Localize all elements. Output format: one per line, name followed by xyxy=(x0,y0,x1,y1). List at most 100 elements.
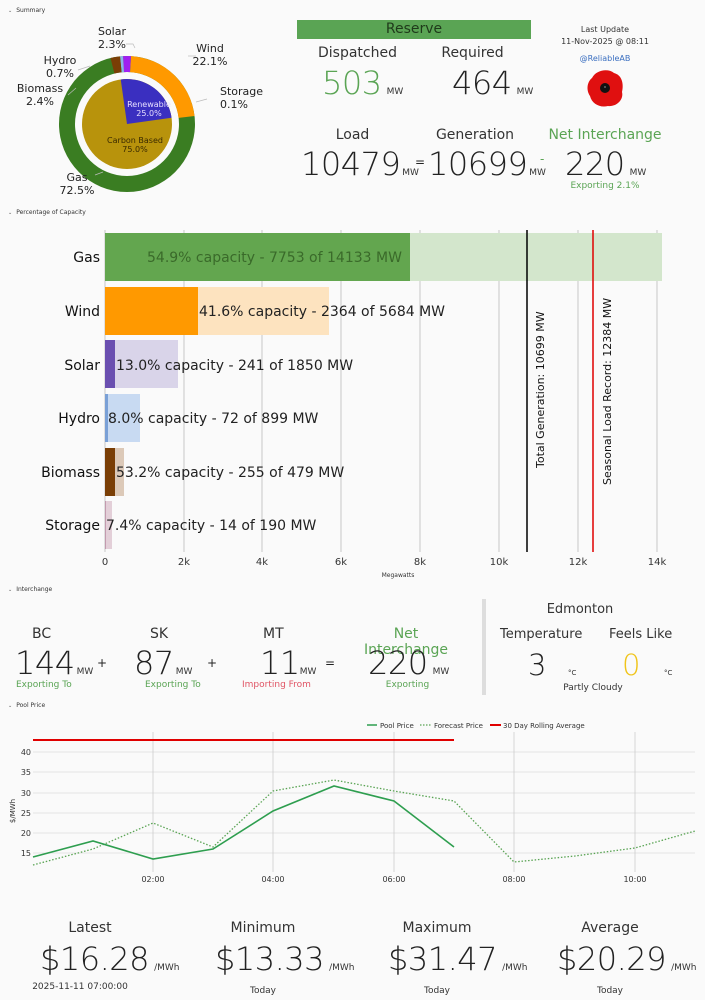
plus-sign: + xyxy=(97,656,108,670)
net-interchange-status: Exporting xyxy=(385,680,430,690)
svg-text:30 Day Rolling Average: 30 Day Rolling Average xyxy=(503,722,585,730)
donut-slice-hydro xyxy=(120,56,124,73)
svg-text:2.4%: 2.4% xyxy=(26,95,54,108)
mt-status: Importing From xyxy=(242,680,311,690)
sk-label: SK xyxy=(150,626,169,642)
svg-text:22.1%: 22.1% xyxy=(193,55,228,68)
minus-sign: - xyxy=(540,152,545,166)
temperature-unit: °C xyxy=(568,669,577,677)
capacity-bar-chart: Total Generation: 10699 MW Seasonal Load… xyxy=(41,230,667,579)
sk-value: 87 MW xyxy=(134,644,193,682)
svg-text:Biomass: Biomass xyxy=(41,465,100,481)
generation-value: 10699 MW xyxy=(428,145,546,183)
net-interchange-value: 220 MW xyxy=(565,145,647,183)
svg-text:Seasonal Load Record: 12384 MW: Seasonal Load Record: 12384 MW xyxy=(601,298,614,485)
generation-label: Generation xyxy=(435,127,515,143)
average-sub: Today xyxy=(596,986,624,996)
svg-text:$/MWh: $/MWh xyxy=(9,799,17,823)
latest-label: Latest xyxy=(68,920,112,936)
svg-text:08:00: 08:00 xyxy=(502,875,525,884)
feels-like-unit: °C xyxy=(664,669,673,677)
temperature-label: Temperature xyxy=(500,627,583,642)
bar-solar-current xyxy=(105,340,115,388)
svg-text:72.5%: 72.5% xyxy=(60,184,95,197)
sk-status: Exporting To xyxy=(145,680,201,690)
donut-slice-biomass xyxy=(110,56,122,74)
generation-mix-donut: Renewable 25.0% Carbon Based 75.0% Solar… xyxy=(17,25,263,197)
svg-text:Pool Price: Pool Price xyxy=(380,722,414,730)
feels-like-label: Feels Like xyxy=(609,627,673,642)
equals-sign: = xyxy=(415,155,426,169)
svg-text:12k: 12k xyxy=(569,557,588,568)
weather-condition: Partly Cloudy xyxy=(563,683,623,693)
load-label: Load xyxy=(335,127,370,143)
reliableab-link[interactable]: @ReliableAB xyxy=(579,54,631,63)
svg-text:Megawatts: Megawatts xyxy=(382,572,415,579)
svg-text:41.6% capacity - 2364 of 5684: 41.6% capacity - 2364 of 5684 MW xyxy=(199,304,445,320)
svg-text:0.7%: 0.7% xyxy=(46,67,74,80)
mt-label: MT xyxy=(263,626,284,642)
svg-text:Total Generation: 10699 MW: Total Generation: 10699 MW xyxy=(534,311,547,469)
svg-text:0: 0 xyxy=(102,557,108,568)
donut-slice-wind xyxy=(130,56,195,118)
svg-text:Gas: Gas xyxy=(73,250,100,266)
equals-sign: = xyxy=(325,656,336,670)
svg-text:Storage: Storage xyxy=(45,518,100,534)
chevron-down-icon: ⌄ xyxy=(8,587,13,593)
chevron-down-icon: ⌄ xyxy=(8,703,13,709)
load-value: 10479 MW xyxy=(301,145,419,183)
mt-value: 11MW xyxy=(260,644,317,682)
bar-biomass-current xyxy=(105,448,115,496)
svg-text:20: 20 xyxy=(21,829,31,838)
average-label: Average xyxy=(581,920,639,936)
svg-text:Gas: Gas xyxy=(67,171,88,184)
feels-like-value: 0 xyxy=(622,648,640,682)
minimum-sub: Today xyxy=(249,986,277,996)
maximum-label: Maximum xyxy=(402,920,472,936)
bar-hydro-current xyxy=(105,394,108,442)
net-interchange-label: Net Interchange xyxy=(548,127,662,143)
poppy-icon xyxy=(587,70,623,107)
pie-slice-renewable xyxy=(120,79,172,124)
svg-text:53.2% capacity - 255 of 479 MW: 53.2% capacity - 255 of 479 MW xyxy=(116,465,344,481)
reserve-banner: Reserve xyxy=(297,20,531,39)
section-toggle-pool-price[interactable]: ⌄ Pool Price xyxy=(8,702,46,709)
chevron-down-icon: ⌄ xyxy=(8,210,13,216)
latest-timestamp: 2025-11-11 07:00:00 xyxy=(32,982,128,992)
weather-city: Edmonton xyxy=(546,602,614,617)
svg-text:Hydro: Hydro xyxy=(58,411,100,427)
svg-text:25: 25 xyxy=(21,809,31,818)
svg-text:35: 35 xyxy=(21,768,31,777)
bc-label: BC xyxy=(32,626,52,642)
svg-text:10k: 10k xyxy=(490,557,509,568)
svg-text:Carbon Based: Carbon Based xyxy=(107,136,163,145)
required-label: Required xyxy=(441,45,504,61)
minimum-label: Minimum xyxy=(230,920,296,936)
exporting-status: Exporting 2.1% xyxy=(570,181,640,191)
svg-text:Solar: Solar xyxy=(64,358,100,374)
svg-text:6k: 6k xyxy=(335,557,347,568)
svg-text:06:00: 06:00 xyxy=(382,875,405,884)
divider xyxy=(482,599,486,695)
svg-text:14k: 14k xyxy=(648,557,667,568)
minimum-value: $13.33 /MWh xyxy=(215,940,355,978)
section-toggle-summary[interactable]: ⌄ Summary xyxy=(8,7,46,14)
section-toggle-interchange[interactable]: ⌄ Interchange xyxy=(8,586,53,593)
bar-storage-capacity xyxy=(105,501,112,549)
plus-sign: + xyxy=(207,656,218,670)
required-value: 464 MW xyxy=(452,64,534,102)
svg-text:7.4% capacity - 14 of 190 MW: 7.4% capacity - 14 of 190 MW xyxy=(106,518,317,534)
svg-text:54.9% capacity - 7753 of 14133: 54.9% capacity - 7753 of 14133 MW xyxy=(147,250,402,266)
dispatched-label: Dispatched xyxy=(318,45,397,61)
svg-text:Forecast Price: Forecast Price xyxy=(434,722,483,730)
section-toggle-capacity[interactable]: ⌄ Percentage of Capacity xyxy=(8,209,86,216)
svg-text:2k: 2k xyxy=(178,557,190,568)
svg-text:10:00: 10:00 xyxy=(623,875,646,884)
svg-text:8.0% capacity - 72 of 899 MW: 8.0% capacity - 72 of 899 MW xyxy=(108,411,319,427)
svg-text:0.1%: 0.1% xyxy=(220,98,248,111)
svg-text:Wind: Wind xyxy=(65,304,100,320)
svg-text:30: 30 xyxy=(21,789,31,798)
pool-price-line xyxy=(32,785,455,860)
svg-text:2.3%: 2.3% xyxy=(98,38,126,51)
svg-text:13.0% capacity - 241 of 1850 M: 13.0% capacity - 241 of 1850 MW xyxy=(116,358,353,374)
